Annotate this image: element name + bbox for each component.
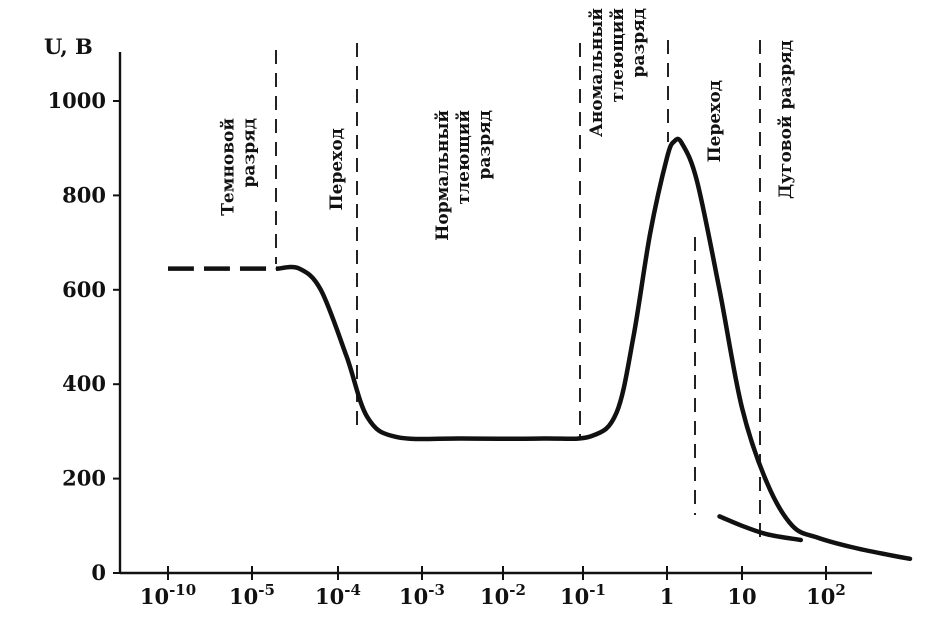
x-tick-base: 10 <box>140 584 169 609</box>
region-label: Аномальныйтлеющийразряд <box>587 8 649 137</box>
x-tick-label: 10 <box>727 584 756 609</box>
x-tick-exponent: -2 <box>509 581 526 599</box>
region-label: Дуговой разряд <box>776 40 796 199</box>
svg-text:Нормальныйтлеющийразряд: Нормальныйтлеющийразряд <box>433 110 495 241</box>
region-label-line: разряд <box>475 110 495 180</box>
x-tick-label: 10-5 <box>229 581 275 609</box>
axes: U, В <box>44 34 872 575</box>
region-label-line: разряд <box>240 118 260 188</box>
x-tick-base: 10 <box>229 584 258 609</box>
x-ticks: 10-10 10-5 10-4 10-3 10-2 10-1 1 10 102 <box>140 566 846 609</box>
x-tick-base: 1 <box>660 584 675 609</box>
voltage-curve <box>717 514 804 543</box>
x-tick-label: 10-2 <box>480 581 526 609</box>
x-tick-base: 10 <box>399 584 428 609</box>
region-label-line: тлеющий <box>454 110 474 205</box>
region-label-line: разряд <box>629 8 649 78</box>
region-label-line: тлеющий <box>608 8 628 103</box>
curves <box>168 136 913 562</box>
svg-text:Переход: Переход <box>327 128 347 210</box>
y-tick-label: 0 <box>91 560 106 585</box>
region-label-line: Нормальный <box>433 110 453 241</box>
region-label: Нормальныйтлеющийразряд <box>433 110 495 241</box>
x-tick-exponent: -5 <box>258 581 275 599</box>
x-tick-exponent: -1 <box>589 581 606 599</box>
voltage-curve <box>275 136 913 562</box>
x-tick-label: 10-10 <box>140 581 196 609</box>
x-tick-exponent: 2 <box>835 581 845 599</box>
y-tick-label: 800 <box>62 182 106 207</box>
region-labels: Темновойразряд Переход Нормальныйтлеющийра… <box>219 8 797 241</box>
region-label-line: Дуговой разряд <box>776 40 796 199</box>
svg-text:Переход: Переход <box>705 80 725 162</box>
x-tick-label: 102 <box>806 581 846 609</box>
region-label: Переход <box>705 80 725 162</box>
y-tick-label: 400 <box>62 371 106 396</box>
x-tick-base: 10 <box>560 584 589 609</box>
region-label: Переход <box>327 128 347 210</box>
x-tick-base: 10 <box>806 584 835 609</box>
region-label-line: Переход <box>705 80 725 162</box>
svg-text:Аномальныйтлеющийразряд: Аномальныйтлеющийразряд <box>587 8 649 137</box>
x-tick-base: 10 <box>727 584 756 609</box>
y-tick-label: 1000 <box>48 88 106 113</box>
svg-text:Дуговой разряд: Дуговой разряд <box>776 40 796 199</box>
x-tick-label: 10-3 <box>399 581 445 609</box>
region-label-line: Переход <box>327 128 347 210</box>
y-tick-label: 600 <box>62 277 106 302</box>
svg-text:Темновойразряд: Темновойразряд <box>219 118 260 216</box>
y-tick-label: 200 <box>62 466 106 491</box>
x-tick-base: 10 <box>480 584 509 609</box>
x-tick-label: 10-4 <box>315 581 361 609</box>
region-label-line: Темновой <box>219 118 239 216</box>
x-tick-label: 1 <box>660 584 675 609</box>
region-dividers <box>275 40 761 540</box>
region-label: Темновойразряд <box>219 118 260 216</box>
x-tick-exponent: -3 <box>428 581 445 599</box>
x-tick-base: 10 <box>315 584 344 609</box>
y-ticks: 0 200 400 600 800 1000 <box>48 88 120 585</box>
x-tick-exponent: -4 <box>344 581 361 599</box>
region-label-line: Аномальный <box>587 8 607 137</box>
x-tick-exponent: -10 <box>169 581 196 599</box>
x-tick-label: 10-1 <box>560 581 606 609</box>
y-axis-title: U, В <box>44 34 93 59</box>
